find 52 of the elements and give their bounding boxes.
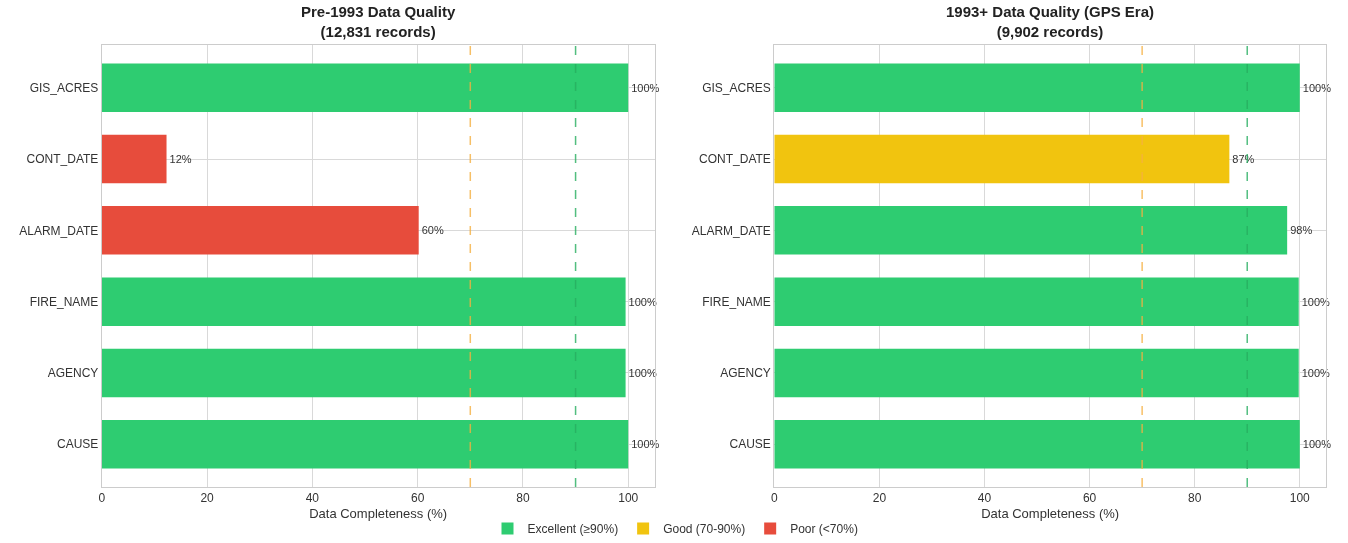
x-tick-label: 40 (305, 491, 320, 506)
x-tick-label: 40 (977, 491, 992, 506)
x-tick-label: 0 (770, 491, 778, 506)
bar (101, 134, 167, 184)
data-label: 100% (1302, 438, 1332, 451)
y-tick-label: CONT_DATE (26, 152, 99, 167)
x-tick-label: 60 (410, 491, 425, 506)
x-tick-label: 0 (98, 491, 106, 506)
y-tick-label: AGENCY (720, 366, 771, 381)
bar (101, 63, 629, 113)
bar (774, 277, 1299, 326)
y-tick-label: CONT_DATE (699, 152, 771, 167)
chart-title: Pre-1993 Data Quality (12,831 records) (301, 3, 456, 40)
bar (774, 63, 1300, 113)
x-axis-title: Data Completeness (%) (981, 506, 1120, 521)
data-label: 100% (631, 438, 660, 451)
y-tick-label: GIS_ACRES (702, 80, 771, 95)
y-tick-label: CAUSE (729, 437, 771, 452)
x-tick-label: 80 (516, 491, 530, 506)
legend-label: Poor (<70%) (790, 522, 858, 537)
data-label: 100% (628, 295, 657, 308)
x-tick-label: 20 (200, 491, 215, 506)
data-label: 98% (1290, 224, 1313, 237)
y-tick-label: FIRE_NAME (702, 294, 771, 309)
data-label: 100% (631, 81, 660, 94)
y-tick-label: ALARM_DATE (19, 223, 99, 238)
y-tick-label: ALARM_DATE (691, 223, 771, 238)
chart-title: 1993+ Data Quality (GPS Era) (9,902 records) (946, 3, 1155, 40)
x-axis-title: Data Completeness (%) (309, 506, 448, 521)
data-label: 100% (1302, 81, 1332, 94)
y-tick-label: CAUSE (57, 437, 99, 452)
data-label: 60% (421, 224, 444, 237)
x-tick-label: 100 (618, 491, 639, 506)
y-tick-label: GIS_ACRES (29, 80, 99, 95)
bar (101, 277, 626, 326)
bar (774, 419, 1300, 469)
bar (101, 419, 629, 469)
x-tick-label: 20 (872, 491, 887, 506)
bar (774, 134, 1230, 184)
x-tick-label: 100 (1289, 491, 1311, 506)
y-tick-label: AGENCY (47, 366, 99, 381)
y-tick-label: FIRE_NAME (29, 294, 99, 309)
data-label: 100% (628, 366, 657, 379)
bar (101, 206, 419, 255)
legend-label: Excellent (≥90%) (527, 522, 619, 537)
bar (774, 348, 1299, 398)
x-tick-label: 80 (1188, 491, 1202, 506)
x-tick-label: 60 (1082, 491, 1097, 506)
bar (774, 206, 1288, 255)
bar (101, 348, 626, 398)
legend-label: Good (70-90%) (663, 522, 746, 537)
data-label: 12% (169, 153, 192, 166)
